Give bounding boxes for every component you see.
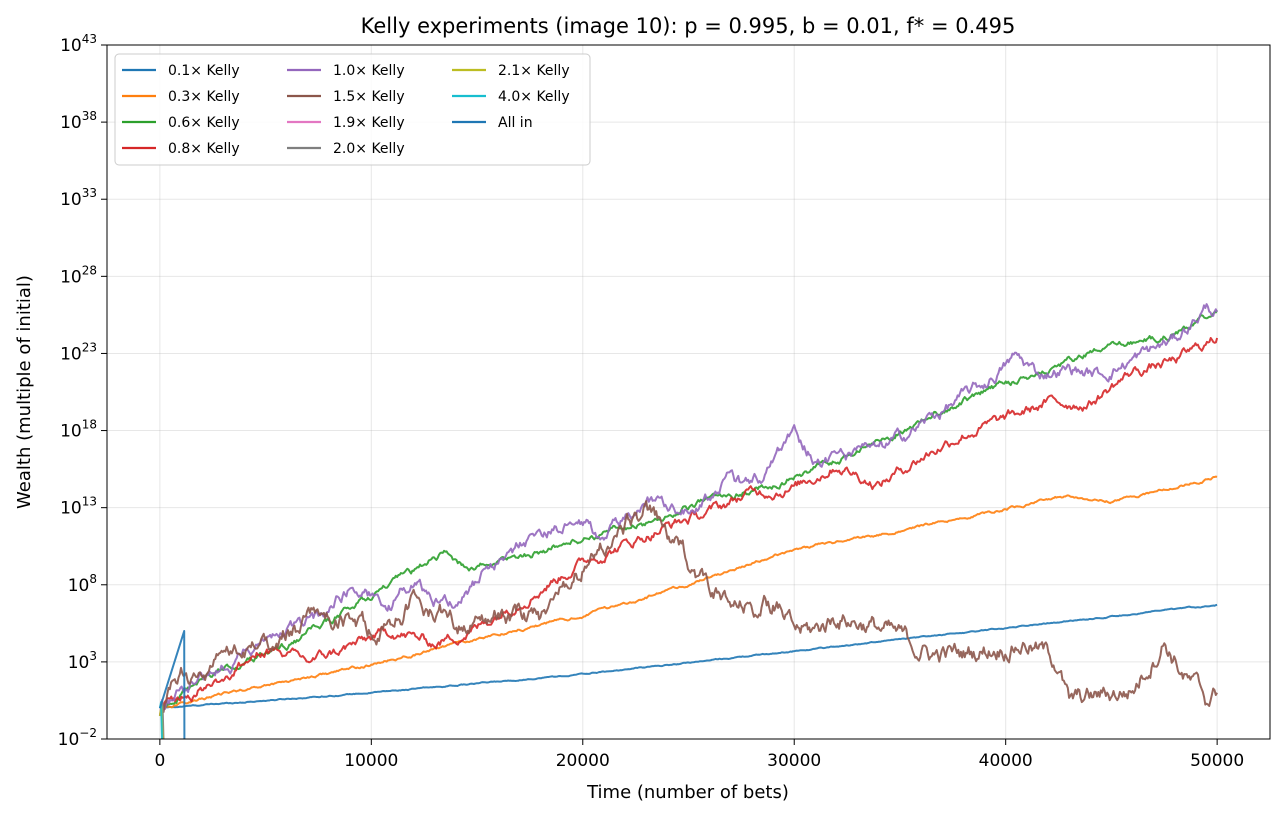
y-tick-label: 1038 [60, 109, 97, 133]
series-line [159, 500, 1218, 717]
y-tick-label: 1023 [60, 340, 97, 364]
legend-label: 1.5× Kelly [333, 89, 405, 105]
y-tick-label: 108 [68, 572, 97, 596]
legend-label: 0.8× Kelly [168, 141, 240, 157]
y-tick-label: 1028 [60, 263, 97, 287]
x-axis: 0 10000 20000 30000 40000 50000 [154, 739, 1244, 771]
plot-frame [106, 44, 1271, 740]
x-tick-label: 30000 [767, 751, 821, 771]
series-line [158, 630, 186, 739]
y-tick-label: 1018 [60, 418, 97, 442]
legend: 0.1× Kelly 0.3× Kelly 0.6× Kelly 0.8× Kelly… [114, 53, 591, 166]
legend-label: 1.0× Kelly [333, 63, 405, 79]
y-tick-label: 1013 [60, 495, 97, 519]
y-axis-label: Wealth (multiple of initial) [14, 275, 35, 509]
chart-title: Kelly experiments (image 10): p = 0.995,… [361, 14, 1016, 38]
series-line [159, 303, 1218, 711]
grid-lines [107, 44, 1270, 740]
series-line [159, 337, 1219, 710]
x-tick-label: 50000 [1190, 751, 1244, 771]
legend-label: 4.0× Kelly [498, 89, 570, 105]
legend-label: 2.0× Kelly [333, 141, 405, 157]
legend-box [114, 53, 591, 166]
series-lines [158, 303, 1219, 739]
y-tick-label: 10−2 [58, 726, 97, 750]
x-tick-label: 0 [154, 751, 165, 771]
legend-label: All in [498, 115, 533, 131]
x-tick-label: 40000 [979, 751, 1033, 771]
legend-label: 0.3× Kelly [168, 89, 240, 105]
x-tick-label: 10000 [344, 751, 398, 771]
legend-label: 0.1× Kelly [168, 63, 240, 79]
y-tick-label: 103 [68, 649, 97, 673]
y-tick-label: 1033 [60, 186, 97, 210]
legend-label: 0.6× Kelly [168, 115, 240, 131]
legend-label: 1.9× Kelly [333, 115, 405, 131]
series-line [159, 475, 1218, 710]
x-axis-label: Time (number of bets) [586, 782, 789, 803]
y-axis: 10−2 103 108 1013 1018 1023 1028 1033 1038 1043 [58, 32, 107, 750]
x-tick-label: 20000 [556, 751, 610, 771]
y-tick-label: 1043 [60, 32, 97, 56]
legend-label: 2.1× Kelly [498, 63, 570, 79]
series-line [159, 603, 1218, 710]
series-line [159, 309, 1218, 710]
